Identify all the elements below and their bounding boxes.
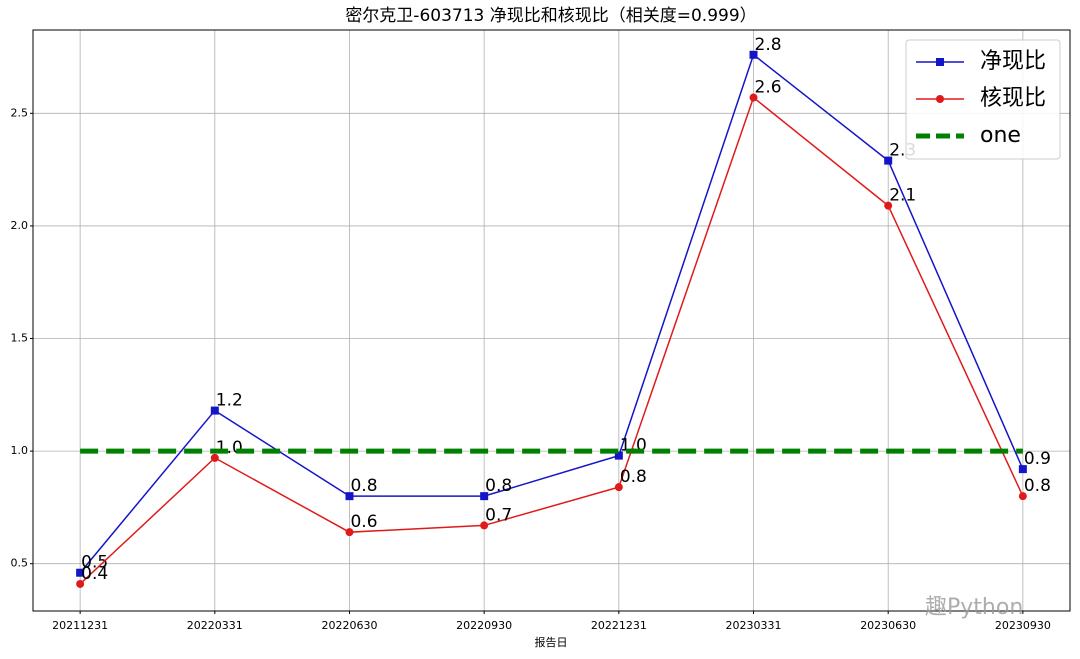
x-tick-label: 20221231 [591,619,647,632]
y-tick-label: 2.0 [11,219,29,232]
y-tick-label: 0.5 [11,557,29,570]
value-label: 0.7 [485,505,512,525]
marker [614,483,623,492]
marker [210,453,219,462]
marker [749,50,758,59]
value-label: 0.5 [81,553,108,573]
value-label: 0.8 [350,476,377,496]
marker [76,568,85,577]
marker [480,492,489,501]
y-tick-label: 1.5 [11,332,29,345]
legend-label: 核现比 [980,86,1046,111]
value-label: 0.4 [81,564,108,584]
marker [884,156,893,165]
x-tick-label: 20230630 [860,619,916,632]
x-tick-label: 20220930 [456,619,512,632]
marker [884,201,893,210]
series-line [79,96,1024,585]
value-label: 2.6 [755,78,782,98]
marker [1018,465,1027,474]
x-tick-label: 20211231 [52,619,108,632]
value-label: 0.9 [1024,449,1051,469]
x-axis-label: 报告日 [535,635,568,649]
plot-frame [32,29,1071,612]
marker [345,528,354,537]
series-line [79,53,1024,574]
x-tick-label: 20230930 [995,619,1051,632]
legend-label: one [980,123,1021,148]
value-label: 1.0 [216,438,243,458]
x-tick-label: 20220630 [321,619,377,632]
y-tick-label: 1.0 [11,444,29,457]
legend-box [905,39,1061,160]
marker [749,93,758,102]
legend-label: 净现比 [980,49,1046,74]
value-label: 2.8 [755,35,782,55]
legend-marker [936,58,944,66]
marker [210,406,219,415]
chart-title: 密尔克卫-603713 净现比和核现比（相关度=0.999） [345,6,756,26]
marker [345,492,354,501]
marker [1018,492,1027,501]
watermark: 趣Python [925,595,1023,620]
value-label: 0.6 [350,512,377,532]
marker [480,521,489,530]
marker [614,451,623,460]
x-tick-label: 20220331 [187,619,243,632]
value-label: 0.8 [485,476,512,496]
value-label: 2.1 [889,186,916,206]
value-label: 1.2 [216,391,243,411]
value-label: 0.8 [620,467,647,487]
value-label: 0.8 [1024,476,1051,496]
y-tick-label: 2.5 [11,106,29,119]
legend-marker [936,95,944,103]
marker [76,579,85,588]
x-tick-label: 20230331 [726,619,782,632]
